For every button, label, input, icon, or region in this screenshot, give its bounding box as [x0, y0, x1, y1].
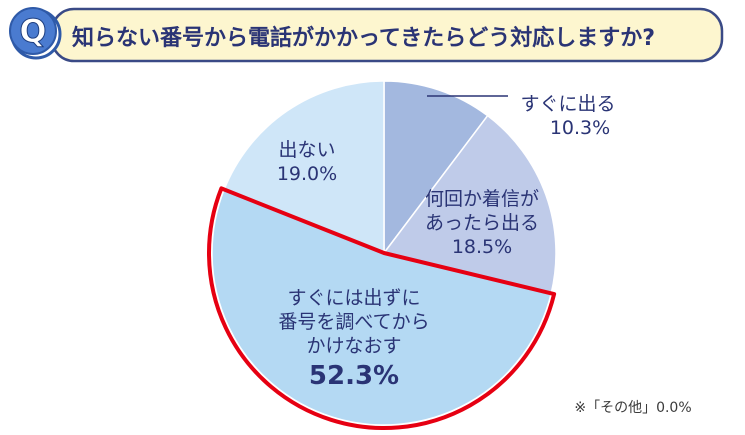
pie-slice-denai: [223, 80, 385, 255]
footnote-other: ※「その他」0.0%: [574, 400, 691, 416]
pie-highlight: [207, 186, 557, 430]
pie-slice-shirabete: [211, 188, 553, 426]
slice-label-line: かけなおす: [306, 335, 401, 357]
slice-label-line: すぐに出る: [520, 93, 615, 115]
slice-value-denai: 19.0%: [277, 163, 337, 185]
slice-label-line: 何回か着信が: [425, 188, 539, 210]
slice-label-line: あったら出る: [425, 212, 539, 234]
slice-value-sugu: 10.3%: [550, 117, 610, 139]
slice-label-line: すぐには出ずに: [287, 287, 420, 309]
question-text: 知らない番号から電話がかかってきたらどう対応しますか?: [72, 25, 655, 51]
pie-chart: [211, 80, 557, 426]
pie-slice-nankai: [382, 114, 557, 295]
slice-value-nankai: 18.5%: [452, 236, 512, 258]
q-badge: Q: [9, 7, 62, 60]
question-header: Q 知らない番号から電話がかかってきたらどう対応しますか?: [9, 7, 724, 63]
pie-slice-highlight-outline: [207, 186, 557, 430]
slice-label-line: 出ない: [278, 139, 335, 161]
pie-slice-sugu: [383, 80, 489, 256]
slice-label-line: 番号を調べてから: [278, 311, 429, 333]
q-badge-letter: Q: [19, 12, 46, 50]
slice-value-shirabete: 52.3%: [309, 361, 399, 391]
